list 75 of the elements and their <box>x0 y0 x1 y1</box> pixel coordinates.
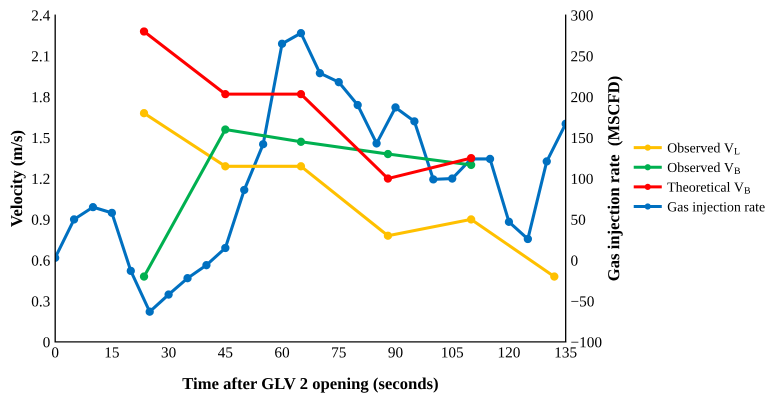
y-tick-label: 2.1 <box>32 51 50 62</box>
legend-label: Observed V$_{L}$ <box>668 142 740 154</box>
point <box>140 27 148 36</box>
point <box>429 175 438 184</box>
y-tick-label: 0.3 <box>32 296 50 307</box>
point <box>202 260 211 270</box>
y2-tick-label: 300 <box>571 10 593 21</box>
point <box>384 232 392 240</box>
y2-tick-label: 50 <box>571 214 586 225</box>
point <box>372 139 381 148</box>
x-axis-title: Time after GLV 2 opening (seconds) <box>182 377 438 393</box>
point <box>384 174 392 183</box>
point <box>140 272 148 281</box>
point <box>448 174 456 183</box>
y-tick-label: 1.8 <box>32 92 50 102</box>
point <box>221 162 230 170</box>
point <box>221 125 230 134</box>
y-axis-title: Velocity (m/s) <box>10 130 26 227</box>
point <box>126 266 135 276</box>
point <box>70 215 78 224</box>
point <box>221 90 230 98</box>
point <box>354 100 362 110</box>
point <box>108 208 116 218</box>
y2-axis-title: Gas injection rate (MSCFD) <box>608 76 623 280</box>
point <box>146 308 154 316</box>
point <box>466 160 476 170</box>
point <box>296 28 306 38</box>
x-tick-label: 45 <box>218 347 232 358</box>
y-tick-label: 0 <box>43 337 50 348</box>
point <box>550 272 558 281</box>
point <box>524 234 532 244</box>
y-tick-label: 1.5 <box>32 132 50 144</box>
y-tick-label: 0.6 <box>32 255 50 266</box>
point <box>296 138 306 146</box>
point <box>258 140 268 148</box>
point <box>542 157 551 166</box>
y2-tick-label: 0 <box>571 255 578 266</box>
point <box>316 69 324 78</box>
x-tick-label: 120 <box>498 347 520 358</box>
legend-label: Theoretical V$_{B}$ <box>667 182 750 194</box>
point <box>164 290 173 299</box>
x-tick-label: 15 <box>106 347 119 358</box>
x-tick-label: 90 <box>388 347 403 358</box>
y-tick-label: 0.9 <box>32 214 50 225</box>
point <box>278 40 286 48</box>
point <box>486 154 494 164</box>
y-tick-label: 2.4 <box>32 10 50 21</box>
y2-tick-label: 250 <box>571 51 593 62</box>
point <box>296 90 306 98</box>
point <box>221 244 230 252</box>
legend-label: Observed V$_{B}$ <box>668 162 740 174</box>
y2-tick-label: 150 <box>572 132 593 144</box>
x-tick-label: 60 <box>275 347 290 358</box>
point <box>504 218 514 226</box>
x-tick-label: 105 <box>442 347 464 358</box>
point <box>334 78 343 86</box>
point <box>296 162 306 170</box>
point <box>183 274 192 282</box>
x-tick-label: 135 <box>556 347 577 358</box>
point <box>140 109 148 118</box>
y2-tick-label: 200 <box>571 92 593 102</box>
y2-tick-label: −50 <box>571 296 594 307</box>
y2-tick-label: 100 <box>572 174 593 184</box>
point <box>466 215 476 224</box>
point <box>88 202 98 212</box>
y-tick-label: 1.2 <box>32 174 50 184</box>
point <box>240 186 248 194</box>
point <box>410 117 419 126</box>
x-tick-label: 30 <box>162 347 176 358</box>
point <box>391 103 400 112</box>
x-tick-label: 0 <box>52 347 58 358</box>
point <box>384 150 392 158</box>
y2-tick-label: −100 <box>571 337 602 348</box>
x-tick-label: 75 <box>332 347 346 358</box>
legend-label: Gas injection rate <box>668 202 765 214</box>
